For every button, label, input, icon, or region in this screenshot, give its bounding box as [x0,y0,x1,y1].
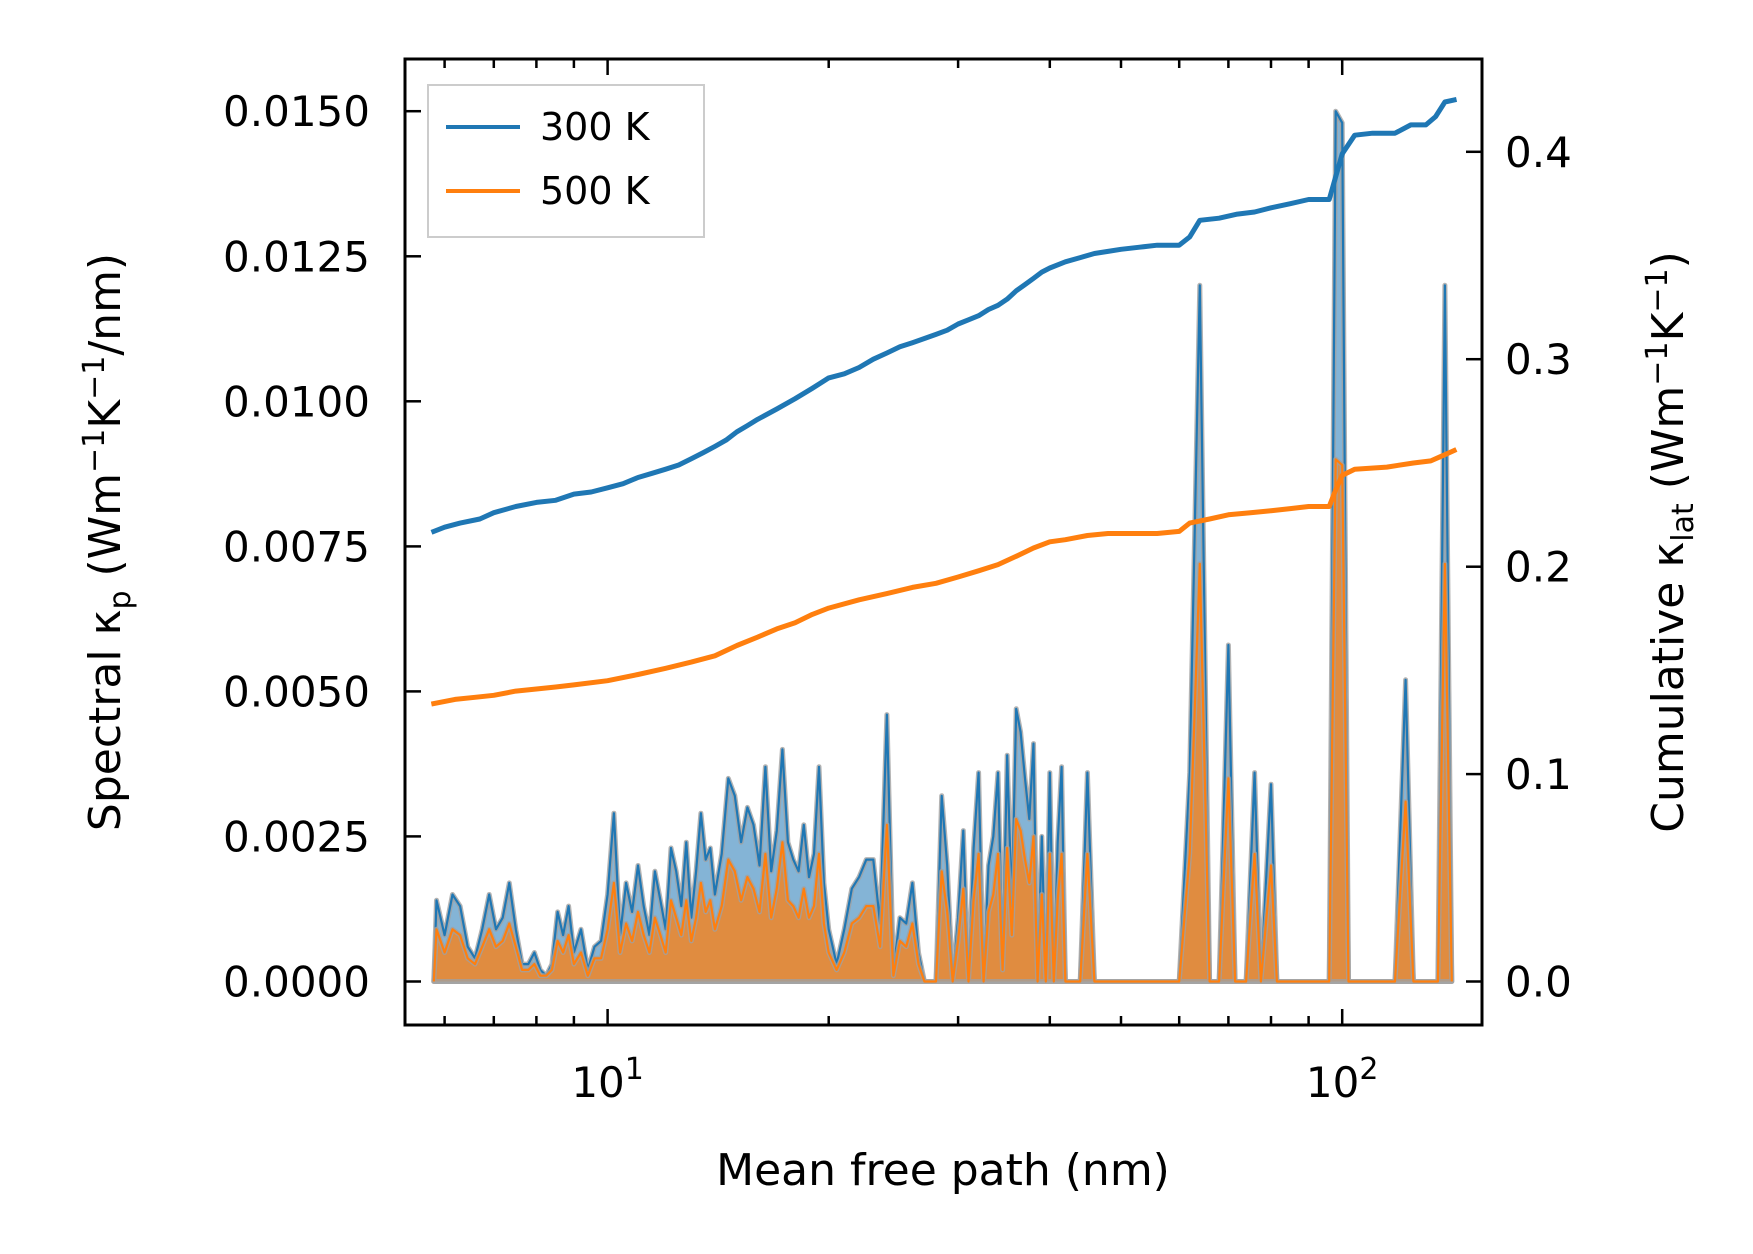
y-right-title-mid: K [1643,311,1694,341]
plot-frame [403,57,1484,1027]
y-right-tick-label: 0.4 [1505,128,1572,177]
y-left-title-units-close: /nm) [80,253,131,356]
y-right-title-units-close: ) [1643,251,1694,268]
y-left-title-prefix: Spectral κ [80,610,131,832]
spectral-line-500k [432,458,1453,983]
spectral-line-300k [432,110,1453,983]
legend-box [427,84,705,238]
legend: 300 K 500 K [427,84,705,238]
x-tick-label-exponent: 2 [1359,1052,1378,1087]
y-axis-left-title: Spectral κp (Wm−1K−1/nm) [77,253,138,831]
x-tick-label-base: 10 [571,1058,624,1107]
y-left-tick-label: 0.0125 [223,232,370,281]
y-right-title-subscript: lat [1666,503,1701,542]
cumulative-lines [430,97,1458,707]
y-right-tick-label: 0.2 [1505,543,1572,592]
y-right-title-prefix: Cumulative κ [1643,542,1694,833]
y-left-title-sup2: −1 [77,356,112,400]
y-left-tick-label: 0.0075 [223,522,370,571]
y-axis-right-title: Cumulative κlat (Wm−1K−1) [1640,251,1701,833]
y-left-tick-label: 0.0150 [223,87,370,136]
y-left-title-units-open: (Wm [80,473,131,591]
y-right-title-sup1: −1 [1640,341,1675,385]
x-tick-label: 102 [1306,1052,1379,1107]
y-right-tick-label: 0.3 [1505,335,1572,384]
y-left-tick-label: 0.0100 [223,377,370,426]
y-right-title-units-open: (Wm [1643,386,1694,504]
x-tick-label-base: 10 [1306,1058,1359,1107]
y-right-tick-label: 0.0 [1505,958,1572,1007]
y-left-tick-label: 0.0025 [223,812,370,861]
y-right-tick-label: 0.1 [1505,750,1572,799]
y-left-title-mid: K [80,399,131,429]
x-tick-label-exponent: 1 [625,1052,644,1087]
y-left-title-subscript: p [103,590,138,609]
legend-label-300k: 300 K [540,105,651,149]
y-left-tick-label: 0.0000 [223,958,370,1007]
cumulative-line-500k [430,447,1458,707]
x-tick-label: 101 [571,1052,644,1107]
y-left-title-sup1: −1 [77,429,112,473]
tick-labels: 101 1020.00000.00250.00500.00750.01000.01… [223,87,1572,1107]
x-axis-title: Mean free path (nm) [716,1145,1170,1196]
y-right-title-sup2: −1 [1640,268,1675,312]
legend-label-500k: 500 K [540,169,651,213]
spectral-fills [431,108,1455,984]
cumulative-line-300k [430,97,1458,535]
y-left-tick-label: 0.0050 [223,667,370,716]
